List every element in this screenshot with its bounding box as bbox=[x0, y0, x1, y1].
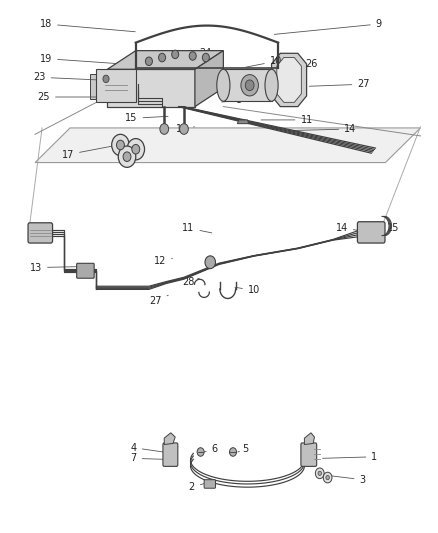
Circle shape bbox=[112, 134, 129, 156]
Text: 28: 28 bbox=[182, 278, 199, 287]
Text: 27: 27 bbox=[149, 295, 168, 305]
Polygon shape bbox=[107, 69, 195, 107]
Circle shape bbox=[245, 80, 254, 91]
Text: 5: 5 bbox=[238, 444, 248, 454]
Polygon shape bbox=[304, 433, 314, 445]
Polygon shape bbox=[96, 69, 136, 102]
Ellipse shape bbox=[217, 69, 230, 101]
Polygon shape bbox=[195, 51, 223, 107]
Text: 10: 10 bbox=[246, 56, 282, 67]
Polygon shape bbox=[164, 433, 175, 445]
Text: 8: 8 bbox=[222, 95, 242, 105]
Circle shape bbox=[145, 57, 152, 66]
Text: 27: 27 bbox=[309, 79, 370, 89]
Text: 4: 4 bbox=[131, 443, 168, 453]
Circle shape bbox=[127, 139, 145, 160]
FancyBboxPatch shape bbox=[28, 223, 53, 243]
FancyBboxPatch shape bbox=[301, 443, 317, 466]
Polygon shape bbox=[90, 74, 101, 99]
Circle shape bbox=[103, 75, 109, 83]
Circle shape bbox=[326, 475, 329, 480]
Circle shape bbox=[159, 53, 166, 62]
Circle shape bbox=[318, 471, 321, 475]
Circle shape bbox=[117, 140, 124, 150]
Circle shape bbox=[123, 152, 131, 161]
Polygon shape bbox=[35, 128, 420, 163]
Circle shape bbox=[241, 75, 258, 96]
Circle shape bbox=[197, 448, 204, 456]
Text: 12: 12 bbox=[154, 256, 173, 266]
Circle shape bbox=[132, 144, 140, 154]
Circle shape bbox=[172, 50, 179, 59]
Circle shape bbox=[202, 53, 209, 62]
Text: 17: 17 bbox=[62, 146, 116, 159]
Text: 25: 25 bbox=[38, 92, 112, 102]
Polygon shape bbox=[223, 69, 272, 101]
Circle shape bbox=[180, 124, 188, 134]
Text: 6: 6 bbox=[204, 444, 218, 454]
Circle shape bbox=[315, 468, 324, 479]
Text: 19: 19 bbox=[40, 54, 135, 65]
FancyBboxPatch shape bbox=[163, 443, 178, 466]
Text: 15: 15 bbox=[125, 114, 168, 123]
Polygon shape bbox=[272, 53, 307, 107]
FancyBboxPatch shape bbox=[204, 480, 215, 488]
Circle shape bbox=[189, 52, 196, 60]
Text: 9: 9 bbox=[274, 19, 382, 34]
FancyBboxPatch shape bbox=[357, 222, 385, 243]
Polygon shape bbox=[107, 51, 223, 69]
Text: 23: 23 bbox=[33, 72, 120, 82]
Circle shape bbox=[160, 124, 169, 134]
Text: 24: 24 bbox=[200, 49, 212, 64]
Text: 14: 14 bbox=[292, 124, 357, 134]
Circle shape bbox=[323, 472, 332, 483]
Text: 16: 16 bbox=[176, 124, 194, 134]
Circle shape bbox=[230, 448, 237, 456]
Circle shape bbox=[118, 146, 136, 167]
Text: 14: 14 bbox=[336, 223, 363, 233]
Text: 1: 1 bbox=[322, 452, 378, 462]
Text: 10: 10 bbox=[235, 286, 260, 295]
Text: 13: 13 bbox=[30, 263, 83, 272]
Polygon shape bbox=[277, 58, 301, 102]
Text: 26: 26 bbox=[292, 59, 317, 70]
Text: 7: 7 bbox=[131, 454, 166, 463]
FancyBboxPatch shape bbox=[77, 263, 94, 278]
Text: 15: 15 bbox=[381, 223, 399, 233]
Circle shape bbox=[205, 256, 215, 269]
Ellipse shape bbox=[265, 69, 278, 101]
Text: 18: 18 bbox=[40, 19, 135, 32]
Text: 2: 2 bbox=[189, 482, 208, 492]
Text: 11: 11 bbox=[261, 115, 313, 125]
Text: 3: 3 bbox=[330, 475, 366, 484]
Text: 11: 11 bbox=[182, 223, 212, 233]
Polygon shape bbox=[237, 120, 249, 124]
